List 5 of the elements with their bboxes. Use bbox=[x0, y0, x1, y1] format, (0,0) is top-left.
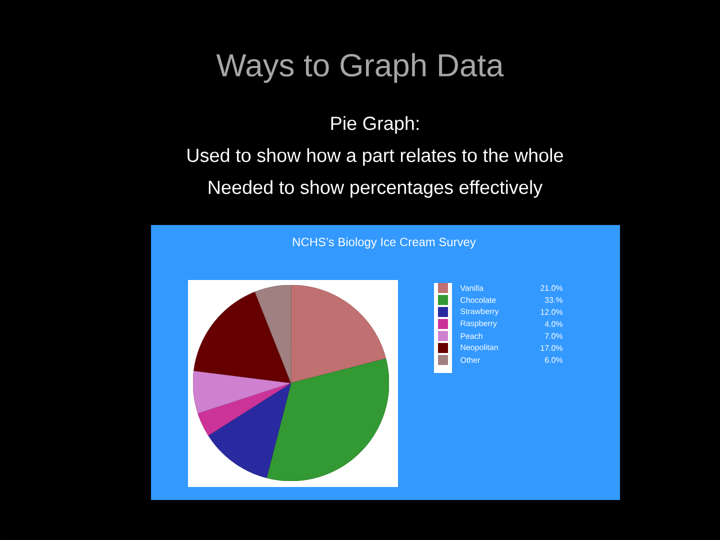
text: Used to show how a part relates to the whole bbox=[188, 148, 563, 166]
chart-subtitle: NCHS’s Biology Ice Cream Survey bbox=[293, 237, 476, 249]
text: Pie Graph: bbox=[331, 116, 418, 134]
chart-title: Ways to Graph Data bbox=[216, 53, 504, 83]
text: Needed to show percentages effectively bbox=[208, 180, 543, 198]
